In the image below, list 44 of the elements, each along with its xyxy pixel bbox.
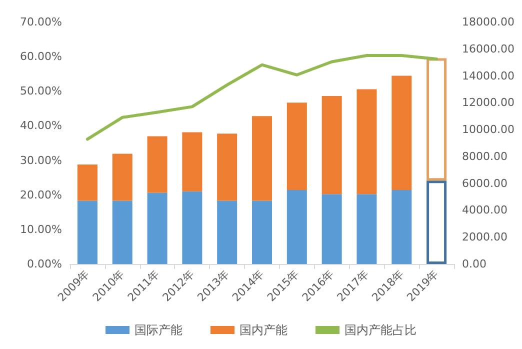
y2-tick-label: 10000.00 [462, 123, 514, 136]
legend-label: 国内产能占比 [344, 323, 416, 337]
bar [217, 200, 238, 264]
bar [356, 194, 377, 264]
bar [182, 191, 202, 264]
bar [392, 190, 412, 264]
y2-tick-label: 2000.00 [462, 230, 508, 244]
bar [252, 200, 272, 264]
bar [322, 194, 342, 264]
y2-tick-label: 18000.00 [462, 16, 514, 28]
bar [426, 180, 447, 264]
y-tick-label: 20.00% [20, 188, 62, 202]
bar [426, 58, 447, 181]
y2-tick-label: 0.00 [462, 258, 486, 270]
y2-tick-label: 8000.00 [462, 150, 508, 163]
bar [392, 76, 412, 190]
y2-tick-label: 6000.00 [462, 176, 508, 190]
y2-tick-label: 4000.00 [462, 204, 508, 217]
bar [356, 89, 377, 194]
y-tick-label: 70.00% [20, 16, 62, 28]
bar [322, 96, 342, 194]
bar [252, 116, 272, 201]
bar [147, 192, 168, 264]
legend-label: 国内产能 [240, 323, 288, 337]
y-tick-label: 40.00% [20, 119, 62, 132]
bar [147, 136, 168, 193]
y-tick-label: 30.00% [20, 154, 62, 167]
bar [286, 102, 307, 190]
y2-tick-label: 16000.00 [462, 42, 514, 56]
bar [112, 154, 132, 201]
bar [77, 164, 98, 201]
y-tick-label: 10.00% [20, 222, 62, 236]
y-tick-label: 0.00% [27, 258, 62, 270]
bar [182, 132, 202, 192]
bar [286, 190, 307, 264]
y2-tick-label: 12000.00 [462, 96, 514, 110]
bar [112, 200, 132, 264]
legend-label: 国际产能 [134, 323, 182, 337]
bar [77, 200, 98, 264]
bar [217, 134, 238, 201]
y2-tick-label: 14000.00 [462, 69, 514, 82]
line-series [86, 54, 438, 141]
y-tick-label: 60.00% [20, 50, 62, 64]
y-tick-label: 50.00% [20, 84, 62, 98]
